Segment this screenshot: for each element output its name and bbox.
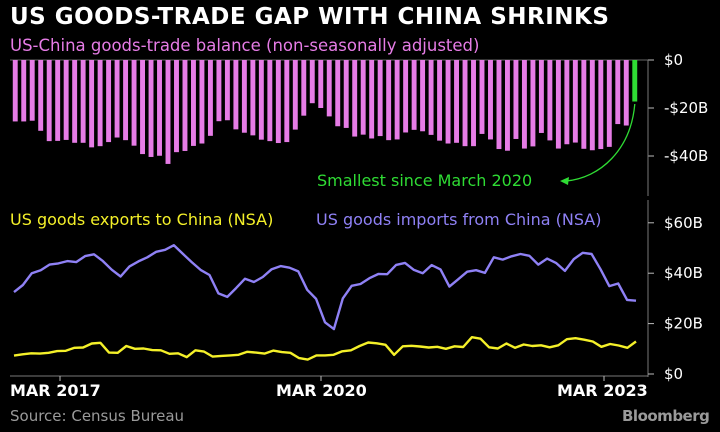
balance-bar	[309, 60, 315, 104]
x-tick-label: MAR 2017	[10, 381, 101, 400]
x-tick-label: MAR 2020	[276, 381, 367, 400]
balance-bar	[80, 60, 86, 143]
balance-bar	[335, 60, 341, 127]
line-ytick-label: $60B	[664, 214, 703, 232]
balance-bar	[174, 60, 179, 153]
balance-bar	[216, 60, 222, 122]
balance-bar	[454, 60, 459, 143]
balance-bar	[241, 60, 247, 133]
balance-bar	[394, 60, 400, 140]
balance-bar	[157, 60, 162, 156]
imports-series-line	[13, 243, 637, 331]
balance-ytick-label: $0	[664, 51, 683, 69]
balance-bar	[564, 60, 570, 145]
balance-bar	[505, 60, 510, 151]
balance-bar	[165, 60, 171, 164]
balance-bar	[258, 60, 264, 140]
balance-bar	[352, 60, 358, 137]
balance-bar	[462, 60, 468, 147]
balance-bar	[572, 60, 578, 143]
balance-bar	[488, 60, 493, 140]
balance-bar	[106, 60, 112, 143]
balance-bar-latest	[632, 60, 638, 102]
balance-bar	[140, 60, 145, 155]
balance-bar	[284, 60, 290, 143]
balance-bar	[21, 60, 27, 122]
line-ytick-label: $20B	[664, 315, 703, 333]
balance-bar	[29, 60, 35, 121]
balance-bar	[191, 60, 196, 146]
balance-bar	[114, 60, 120, 138]
legend-imports-label: US goods imports from China (NSA)	[316, 210, 602, 229]
balance-bar	[581, 60, 587, 149]
balance-bar	[479, 60, 485, 134]
annotation-arrowhead	[560, 177, 569, 185]
line-ytick-label: $40B	[664, 264, 703, 282]
balance-bar	[267, 60, 273, 142]
exports-series-line	[13, 336, 637, 361]
balance-bar	[343, 60, 349, 128]
balance-bar	[250, 60, 256, 136]
balance-bar	[411, 60, 417, 130]
balance-bar	[326, 60, 332, 117]
balance-bar	[547, 60, 553, 141]
balance-bar	[530, 60, 536, 147]
balance-bar	[360, 60, 366, 135]
balance-bar	[55, 60, 61, 141]
balance-bar	[12, 60, 18, 122]
source-label: Source: Census Bureau	[10, 407, 185, 425]
chart-title: US GOODS-TRADE GAP WITH CHINA SHRINKS	[10, 4, 610, 30]
balance-ytick-label: -$40B	[664, 147, 708, 165]
balance-bar	[437, 60, 443, 141]
balance-bar	[403, 60, 409, 133]
balance-bar	[555, 60, 561, 149]
balance-bar	[233, 60, 239, 130]
balance-bar	[46, 60, 52, 142]
balance-bar	[513, 60, 519, 139]
balance-bar	[606, 60, 612, 147]
balance-bar	[131, 60, 137, 146]
balance-bar	[89, 60, 95, 148]
balance-ytick-label: -$20B	[664, 99, 708, 117]
balance-bar	[292, 60, 298, 130]
balance-bar	[589, 60, 595, 151]
balance-bar	[598, 60, 604, 150]
balance-bar	[301, 60, 307, 116]
balance-bar	[521, 60, 527, 149]
balance-bar	[97, 60, 103, 147]
balance-bar	[38, 60, 44, 131]
balance-bar	[207, 60, 213, 136]
balance-bar	[538, 60, 544, 133]
balance-bar	[224, 60, 230, 121]
balance-bar	[445, 60, 451, 144]
balance-bar	[318, 60, 324, 108]
chart-subtitle: US-China goods-trade balance (non-season…	[10, 36, 480, 55]
balance-bar	[471, 60, 476, 147]
balance-bar	[496, 60, 502, 150]
balance-bar	[386, 60, 392, 141]
balance-bar	[199, 60, 205, 144]
balance-bar	[275, 60, 281, 144]
legend-exports-label: US goods exports to China (NSA)	[10, 210, 274, 229]
balance-bar	[123, 60, 129, 141]
balance-bar	[377, 60, 383, 137]
x-tick-label: MAR 2023	[557, 381, 648, 400]
balance-bar	[615, 60, 621, 125]
balance-bar	[72, 60, 78, 143]
line-ytick-label: $0	[664, 365, 683, 383]
annotation-label: Smallest since March 2020	[317, 171, 533, 190]
balance-bar	[369, 60, 375, 139]
annotation-arrow	[565, 103, 636, 182]
balance-bar	[428, 60, 434, 135]
balance-bar	[420, 60, 426, 132]
balance-bar	[182, 60, 188, 151]
bloomberg-logo: Bloomberg	[622, 407, 710, 425]
balance-bar	[63, 60, 69, 140]
balance-bar	[148, 60, 154, 157]
balance-bar	[623, 60, 629, 126]
